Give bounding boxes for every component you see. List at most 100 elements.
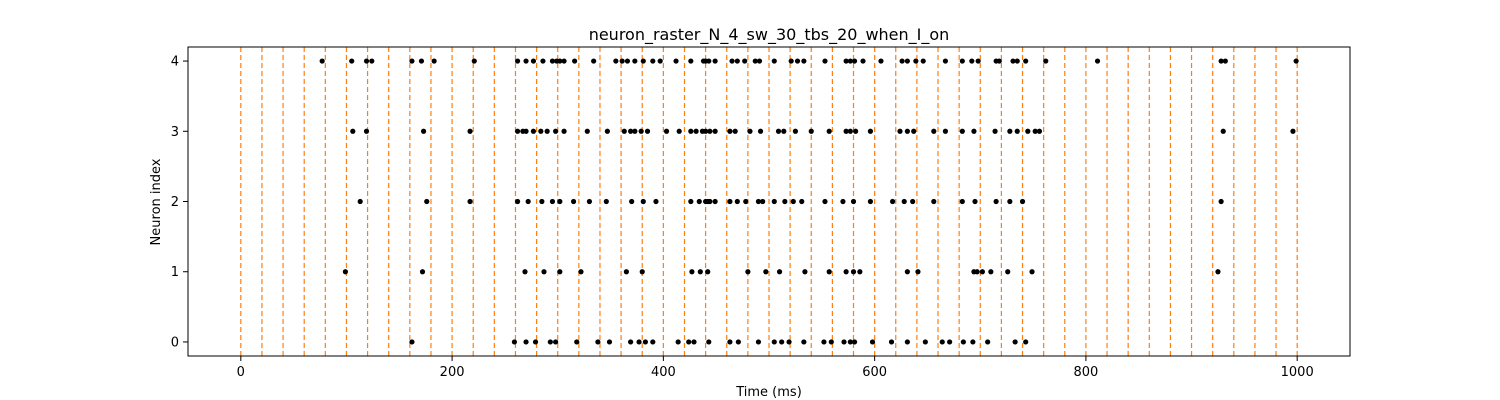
spike-point (349, 58, 355, 64)
spike-point (979, 269, 985, 275)
spike-point (996, 58, 1002, 64)
spike-point (776, 269, 783, 275)
spike-point (540, 58, 546, 64)
spike-point (843, 128, 849, 134)
stimulus-lines (240, 47, 1298, 356)
spike-point (675, 339, 681, 345)
spike-point (901, 198, 907, 205)
y-axis: 0 1 2 3 4 (171, 55, 188, 350)
spike-point (628, 128, 634, 134)
spike-point (553, 128, 559, 134)
spike-point (771, 58, 777, 64)
spike-point (650, 58, 656, 64)
spike-point (691, 339, 697, 345)
spike-point (1012, 339, 1018, 345)
spike-point (959, 58, 965, 64)
spike-point (549, 58, 556, 64)
x-tick-label: 800 (1073, 365, 1098, 380)
spike-point (522, 269, 528, 275)
spike-point (707, 128, 713, 134)
spike-point (757, 128, 764, 134)
spike-point (1023, 339, 1029, 345)
spike-point (727, 339, 733, 345)
spike-point (985, 339, 991, 345)
spike-point (1036, 128, 1043, 134)
spike-point (688, 58, 694, 64)
spike-point (931, 128, 937, 134)
spike-point (1007, 128, 1013, 134)
spike-point (993, 198, 999, 205)
spike-point (904, 339, 910, 345)
spike-point (975, 58, 981, 64)
spike-point (586, 198, 593, 205)
spike-point (584, 128, 590, 134)
spike-point (897, 128, 903, 134)
spike-point (578, 269, 584, 275)
spike-point (1218, 198, 1224, 205)
spike-point (636, 339, 642, 345)
spike-point (624, 58, 631, 64)
spike-point (828, 339, 834, 345)
x-tick-label: 200 (440, 365, 465, 380)
spike-point (788, 58, 794, 64)
spike-point (471, 58, 477, 64)
spike-point (782, 198, 788, 205)
x-tick-label: 400 (651, 365, 676, 380)
spike-point (640, 58, 646, 64)
spike-point (539, 198, 545, 205)
spike-point (342, 269, 348, 275)
spike-point (843, 269, 849, 275)
spike-markers (319, 58, 1299, 345)
spike-point (514, 198, 521, 205)
spike-point (867, 128, 874, 134)
spike-point (971, 128, 977, 134)
spike-point (350, 128, 356, 134)
spike-point (689, 269, 695, 275)
spike-point (639, 269, 645, 275)
spike-point (969, 58, 975, 64)
spike-point (642, 339, 649, 345)
spike-point (1029, 269, 1035, 275)
spike-point (860, 58, 866, 64)
spike-point (942, 128, 949, 134)
spike-point (947, 339, 953, 345)
spike-point (1220, 128, 1226, 134)
spike-point (851, 58, 858, 64)
y-tick-label: 1 (171, 265, 179, 280)
spike-point (712, 58, 718, 64)
spike-point (632, 128, 638, 134)
spike-point (619, 58, 625, 64)
spike-point (899, 58, 905, 64)
spike-point (523, 128, 529, 134)
spike-point (632, 58, 638, 64)
spike-point (959, 128, 965, 134)
spike-point (847, 58, 853, 64)
spike-point (706, 339, 712, 345)
spike-point (729, 58, 735, 64)
spike-point (822, 58, 828, 64)
spike-point (547, 339, 553, 345)
spike-point (363, 128, 370, 134)
spike-point (369, 58, 375, 64)
spike-point (707, 198, 713, 205)
spike-point (1005, 269, 1011, 275)
spike-point (801, 339, 807, 345)
spike-point (792, 128, 799, 134)
x-tick-label: 0 (237, 365, 245, 380)
spike-point (644, 128, 651, 134)
spike-point (1010, 58, 1016, 64)
spike-point (735, 339, 741, 345)
spike-point (557, 269, 563, 275)
spike-point (847, 339, 853, 345)
spike-point (557, 58, 563, 64)
spike-point (525, 198, 531, 205)
spike-point (676, 128, 682, 134)
spike-point (663, 128, 670, 134)
spike-point (693, 128, 699, 134)
y-tick-label: 2 (171, 195, 179, 210)
spike-point (841, 339, 847, 345)
spike-point (705, 269, 711, 275)
spike-point (790, 198, 796, 205)
y-tick-label: 0 (171, 335, 179, 350)
spike-point (734, 198, 740, 205)
